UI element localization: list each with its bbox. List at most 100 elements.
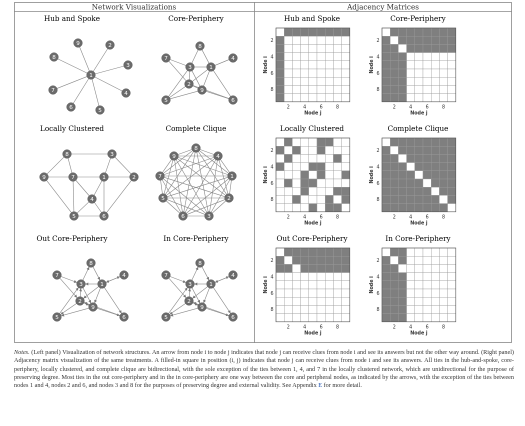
- matrix-cell: [341, 27, 350, 37]
- network-edge: [209, 160, 218, 212]
- matrix-ytick: 4: [270, 54, 273, 60]
- matrix-cell: [447, 280, 456, 290]
- matrix-cell: [333, 247, 342, 257]
- matrix-cell: [284, 272, 293, 281]
- network-node-label: 8: [194, 146, 198, 152]
- matrix-cell: [284, 93, 293, 102]
- matrix-cell: [390, 154, 399, 163]
- matrix-cell: [284, 305, 293, 314]
- matrix-cell: [333, 187, 342, 196]
- matrix-xtick: 4: [409, 214, 412, 220]
- network-node-label: 5: [72, 214, 76, 220]
- appendix-link[interactable]: E: [318, 382, 323, 390]
- matrix-cell: [414, 256, 424, 265]
- network-edge: [206, 308, 229, 317]
- network-node: [228, 270, 238, 280]
- matrix-cell: [431, 247, 440, 257]
- network-edge: [186, 199, 226, 215]
- matrix-cell: [431, 60, 440, 70]
- matrix-cell: [381, 247, 391, 257]
- matrix-cell: [439, 77, 448, 86]
- network-node: [169, 151, 179, 161]
- matrix-cell: [292, 195, 301, 204]
- network-node: [119, 270, 129, 280]
- matrix-cell: [431, 170, 440, 180]
- matrix-ytick: 8: [270, 307, 273, 313]
- matrix-cell: [292, 247, 301, 257]
- matrix-frame: [275, 27, 351, 103]
- matrix-cell: [398, 60, 407, 70]
- matrix-cell: [300, 247, 309, 257]
- network-node: [99, 172, 109, 182]
- matrix-cell: [398, 137, 407, 147]
- network-edge: [183, 152, 196, 212]
- matrix-cell: [398, 68, 407, 78]
- matrix-title-complete-clique: Complete Clique: [388, 124, 449, 133]
- matrix-cell: [300, 203, 309, 212]
- matrix-cell: [398, 93, 407, 102]
- matrix-cell: [390, 280, 399, 290]
- matrix-ytick: 2: [376, 148, 379, 154]
- matrix-cell: [341, 178, 350, 188]
- matrix-cell: [292, 272, 301, 281]
- network-node-label: 9: [200, 305, 204, 311]
- matrix-cell: [325, 297, 334, 306]
- network-edge: [213, 70, 231, 97]
- matrix-cell: [325, 305, 334, 314]
- matrix-cell: [406, 264, 415, 273]
- network-edge: [75, 180, 90, 196]
- core-periphery-network: 1 2 3 4 5 6 7 8 9: [161, 41, 238, 105]
- matrix-ytick: 4: [270, 274, 273, 280]
- matrix-cell: [292, 297, 301, 306]
- matrix-cell: [325, 264, 334, 273]
- network-node: [185, 279, 195, 289]
- matrix-cell: [431, 93, 440, 102]
- network-node: [107, 149, 117, 159]
- matrix-cell: [439, 195, 448, 204]
- matrix-cell: [390, 77, 399, 86]
- matrix-cell: [333, 264, 342, 273]
- network-node-label: 7: [55, 273, 59, 279]
- network-node-label: 5: [164, 315, 168, 321]
- network-node-label: 4: [231, 56, 235, 62]
- matrix-cell: [316, 288, 326, 298]
- network-edge: [114, 156, 132, 175]
- matrix-cell: [308, 280, 318, 290]
- matrix-cell: [422, 60, 432, 70]
- right-panel-header: Adjacency Matrices: [346, 3, 419, 12]
- matrix-cell: [406, 280, 415, 290]
- matrix-cell: [447, 85, 456, 94]
- network-node-label: 3: [126, 63, 130, 69]
- matrix-cell: [316, 68, 326, 78]
- hub-and-spoke-network: 1 2 3 4 5 6 7 8 9: [48, 38, 133, 115]
- network-edge: [61, 307, 89, 317]
- matrix-xtick: 8: [442, 324, 445, 330]
- network-edge: [92, 266, 101, 281]
- matrix-cell: [422, 162, 432, 171]
- network-node-label: 1: [209, 65, 213, 71]
- matrix-cell: [284, 52, 293, 61]
- matrix-cell: [341, 77, 350, 86]
- network-edge: [165, 200, 181, 214]
- matrix-ytick: 2: [270, 38, 273, 44]
- matrix-cell: [275, 313, 285, 322]
- matrix-cell: [316, 280, 326, 290]
- matrix-ytick: 6: [270, 71, 273, 77]
- matrix-cell: [284, 27, 293, 37]
- matrix-cell: [284, 146, 293, 155]
- matrix-cell: [341, 313, 350, 322]
- matrix-xtick: 6: [320, 104, 323, 110]
- network-edge: [218, 160, 229, 194]
- matrix-cell: [316, 264, 326, 273]
- matrix-cell: [431, 305, 440, 314]
- matrix-cell: [406, 44, 415, 53]
- matrix-cell: [422, 154, 432, 163]
- matrix-cell: [316, 137, 326, 147]
- matrix-cell: [333, 77, 342, 86]
- matrix-cell: [406, 68, 415, 78]
- matrix-cell: [316, 187, 326, 196]
- notes-tail: for more detail.: [322, 382, 362, 390]
- network-node: [49, 52, 59, 62]
- matrix-cell: [422, 195, 432, 204]
- matrix-cell: [316, 27, 326, 37]
